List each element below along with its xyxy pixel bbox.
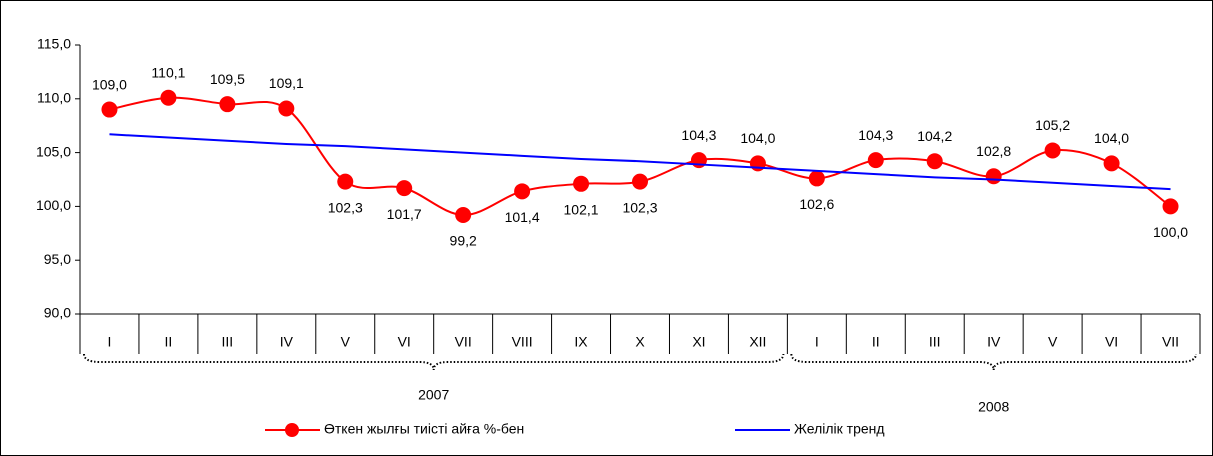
- marker: [278, 100, 295, 117]
- marker: [337, 173, 354, 190]
- x-tick-label: VIII: [512, 334, 533, 350]
- data-label: 104,3: [858, 127, 893, 143]
- group-label: 2008: [978, 399, 1009, 415]
- marker: [455, 207, 472, 224]
- data-label: 105,2: [1035, 117, 1070, 133]
- data-label: 109,1: [269, 75, 304, 91]
- marker: [573, 175, 590, 192]
- x-tick-label: VI: [398, 334, 411, 350]
- x-tick-label: VII: [455, 334, 472, 350]
- group-label: 2007: [418, 387, 449, 403]
- x-tick-label: IV: [987, 334, 1001, 350]
- data-label: 104,3: [681, 127, 716, 143]
- data-label: 101,7: [387, 206, 422, 222]
- x-tick-label: XII: [749, 334, 766, 350]
- x-tick-label: I: [108, 334, 112, 350]
- data-label: 102,3: [622, 199, 657, 215]
- data-label: 109,0: [92, 76, 127, 92]
- series-line: [109, 133, 1171, 191]
- x-tick-label: V: [1048, 334, 1058, 350]
- marker: [926, 153, 943, 170]
- x-tick-label: II: [872, 334, 880, 350]
- data-label: 104,0: [740, 130, 775, 146]
- x-tick-label: III: [929, 334, 941, 350]
- data-label: 109,5: [210, 71, 245, 87]
- marker: [396, 180, 413, 197]
- data-label: 104,2: [917, 128, 952, 144]
- data-label: 101,4: [505, 209, 540, 225]
- marker: [1044, 142, 1061, 159]
- marker: [985, 168, 1002, 185]
- marker: [219, 96, 236, 113]
- marker: [867, 152, 884, 169]
- legend-label: Желілік тренд: [794, 421, 885, 437]
- group-brace: [83, 353, 785, 371]
- marker: [808, 170, 825, 187]
- x-tick-label: IV: [280, 334, 294, 350]
- marker: [1103, 155, 1120, 172]
- marker: [514, 183, 531, 200]
- y-tick-label: 100,0: [36, 197, 71, 213]
- marker: [101, 101, 118, 118]
- data-label: 99,2: [450, 233, 477, 249]
- x-tick-label: V: [341, 334, 351, 350]
- x-tick-label: XI: [692, 334, 705, 350]
- data-label: 102,1: [564, 202, 599, 218]
- y-tick-label: 90,0: [44, 305, 71, 321]
- legend-marker: [285, 423, 299, 437]
- group-brace: [790, 353, 1197, 371]
- y-tick-label: 95,0: [44, 251, 71, 267]
- data-label: 100,0: [1153, 224, 1188, 240]
- x-tick-label: VII: [1162, 334, 1179, 350]
- data-label: 110,1: [151, 64, 185, 80]
- x-tick-label: IX: [574, 334, 588, 350]
- marker: [632, 173, 648, 190]
- data-label: 102,6: [799, 196, 834, 212]
- data-label: 102,3: [328, 199, 363, 215]
- x-tick-label: VI: [1105, 334, 1118, 350]
- y-tick-label: 110,0: [37, 90, 71, 106]
- data-label: 104,0: [1094, 130, 1129, 146]
- x-tick-label: I: [815, 334, 819, 350]
- y-tick-label: 105,0: [36, 143, 71, 159]
- legend-label: Өткен жылғы тиісті айға %-бен: [324, 421, 524, 437]
- x-tick-label: X: [635, 334, 645, 350]
- y-tick-label: 115,0: [37, 36, 71, 52]
- marker: [160, 89, 177, 106]
- marker: [1162, 198, 1179, 215]
- x-tick-label: III: [222, 334, 234, 350]
- data-label: 102,8: [976, 143, 1011, 159]
- x-tick-label: II: [165, 334, 173, 350]
